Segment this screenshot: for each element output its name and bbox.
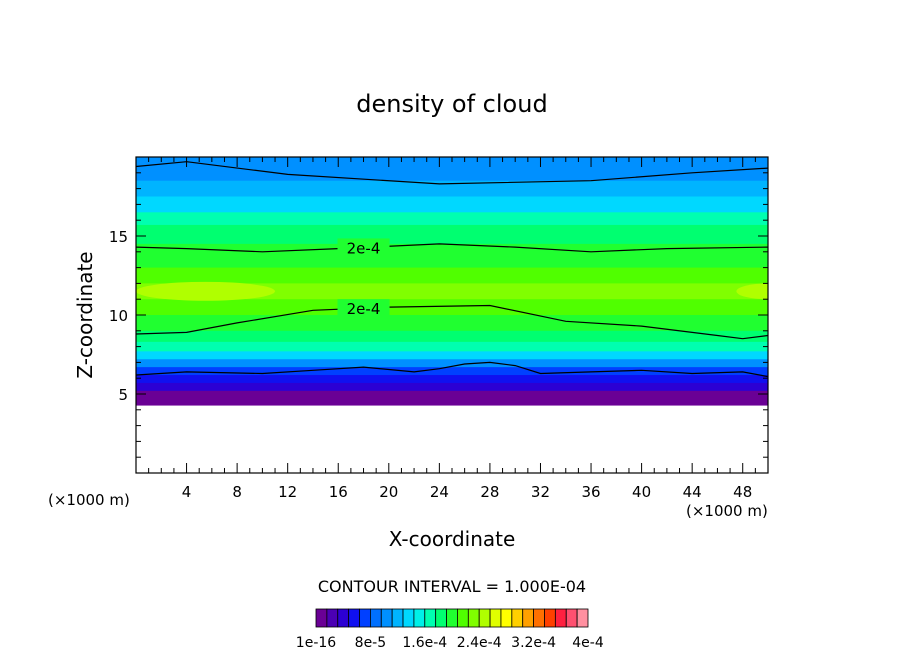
- colorbar-label-2: 1.6e-4: [402, 635, 447, 651]
- colorbar-swatch-12: [446, 608, 458, 628]
- colorbar-swatch-0: [315, 608, 328, 628]
- colorbar-swatch-7: [391, 608, 404, 628]
- color-band-15: [136, 375, 768, 384]
- color-band-4: [136, 224, 768, 245]
- contour-line-1: [136, 243, 768, 253]
- colorbar-swatch-21: [544, 608, 556, 628]
- z-unit-right: (×1000 m): [686, 502, 768, 520]
- color-band-14: [136, 367, 768, 376]
- x-tick-label-8: 36: [581, 483, 600, 501]
- color-band-10: [136, 330, 768, 343]
- colorbar-swatch-2: [337, 608, 350, 628]
- colorbar-swatch-15: [478, 608, 491, 628]
- colorbar-swatch-5: [369, 608, 382, 628]
- contour-line-2: [136, 304, 768, 340]
- x-tick-label-3: 16: [329, 483, 348, 501]
- colorbar-swatch-10: [424, 608, 437, 628]
- x-tick-label-5: 24: [430, 483, 449, 501]
- color-band-3: [136, 212, 768, 226]
- color-band-13: [136, 359, 768, 368]
- y-tick-label-0: 5: [118, 386, 128, 404]
- colorbar-swatch-11: [435, 608, 447, 628]
- colorbar-label-0: 1e-16: [296, 635, 336, 651]
- color-band-11: [136, 341, 768, 352]
- x-tick-label-10: 44: [683, 483, 702, 501]
- color-band-12: [136, 351, 768, 360]
- contour-interval-text: CONTOUR INTERVAL = 1.000E-04: [318, 577, 586, 596]
- x-tick-label-9: 40: [632, 483, 651, 501]
- y-axis-label: Z-coordinate: [73, 251, 97, 378]
- colorbar-swatch-19: [522, 608, 534, 628]
- colorbar: 1e-16 8e-5 1.6e-4 2.4e-4 3.2e-4 4e-4: [296, 608, 604, 651]
- colorbar-swatch-4: [359, 608, 371, 628]
- colorbar-swatch-9: [413, 608, 426, 628]
- colorbar-swatch-17: [500, 608, 513, 628]
- color-band-17: [136, 390, 768, 406]
- y-tick-label-1: 10: [109, 307, 128, 325]
- x-tick-label-11: 48: [733, 483, 752, 501]
- colorbar-swatch-18: [511, 608, 524, 628]
- x-tick-label-6: 28: [480, 483, 499, 501]
- colorbar-label-4: 3.2e-4: [511, 635, 556, 651]
- x-tick-label-1: 8: [232, 483, 242, 501]
- contour-label-0: 2e-4: [347, 239, 381, 257]
- colorbar-swatch-14: [467, 608, 480, 628]
- color-band-16: [136, 382, 768, 392]
- x-tick-label-2: 12: [278, 483, 297, 501]
- density-max-region-0: [136, 281, 276, 301]
- colorbar-label-3: 2.4e-4: [457, 635, 502, 651]
- density-max-region-1: [736, 283, 768, 300]
- colorbar-swatch-3: [348, 608, 360, 628]
- plot-area: 2e-4 2e-4: [136, 157, 768, 473]
- color-band-5: [136, 243, 768, 269]
- colorbar-label-5: 4e-4: [572, 635, 604, 651]
- x-tick-label-0: 4: [182, 483, 192, 501]
- x-unit-left: (×1000 m): [48, 491, 130, 509]
- colorbar-swatch-20: [533, 608, 545, 628]
- contour-line-3: [136, 361, 768, 378]
- color-band-8: [136, 299, 768, 316]
- color-band-6: [136, 267, 768, 284]
- color-band-2: [136, 196, 768, 213]
- color-band-1: [136, 180, 768, 197]
- y-tick-label-2: 15: [109, 228, 128, 246]
- chart-title: density of cloud: [356, 90, 547, 118]
- colorbar-swatch-1: [326, 608, 339, 628]
- colorbar-swatch-8: [402, 608, 415, 628]
- colorbar-label-1: 8e-5: [355, 635, 386, 651]
- colorbar-swatch-22: [554, 608, 567, 628]
- color-band-9: [136, 315, 768, 332]
- colorbar-swatch-23: [565, 608, 578, 628]
- colorbar-swatch-13: [457, 608, 469, 628]
- x-tick-label-4: 20: [379, 483, 398, 501]
- colorbar-swatch-16: [489, 608, 502, 628]
- contour-label-bg-0: [337, 238, 390, 257]
- contour-label-bg-1: [337, 299, 390, 318]
- x-axis-label: X-coordinate: [389, 527, 516, 551]
- x-tick-label-7: 32: [531, 483, 550, 501]
- colorbar-swatch-24: [576, 608, 589, 628]
- contour-label-1: 2e-4: [347, 300, 381, 318]
- color-band-7: [136, 283, 768, 300]
- colorbar-swatch-6: [380, 608, 393, 628]
